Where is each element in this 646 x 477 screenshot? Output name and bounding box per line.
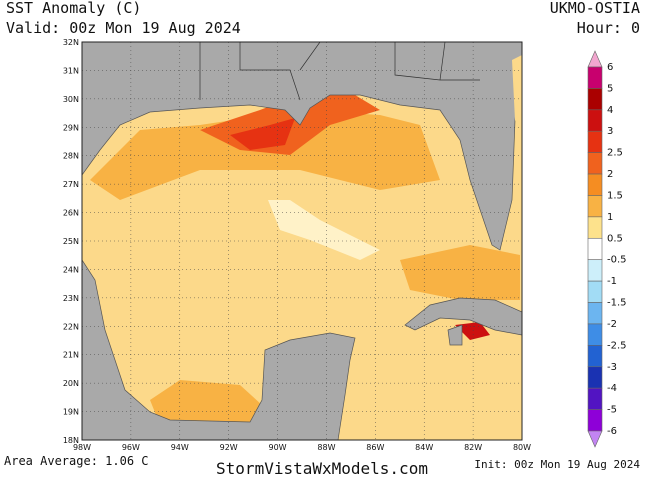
colorbar-label: 0.5 [607,233,623,244]
colorbar-label: 1.5 [607,190,623,201]
land-cuba [404,297,522,336]
lon-label: 80W [513,443,531,452]
valid-time: Valid: 00z Mon 19 Aug 2024 [6,19,241,37]
lon-label: 90W [269,443,287,452]
lon-label: 96W [122,443,140,452]
colorbar-label: -5 [607,405,617,416]
land-north-america [82,42,522,251]
lon-label: 98W [73,443,91,452]
lat-label: 27N [63,180,79,189]
map-frame [81,41,523,441]
lat-label: 26N [63,209,79,218]
lon-label: 84W [415,443,433,452]
lat-label: 31N [63,66,79,75]
lon-label: 94W [171,443,189,452]
colorbar-swatch [587,152,603,175]
colorbar: 6 5 4 3 2.5 2 1.5 1 0.5 -0.5 -1 -1.5 -2 -2.5 -3 -4 -5 -6 [587,50,627,448]
model-name: UKMO-OSTIA [550,0,640,17]
area-average: Area Average: 1.06 C [4,454,149,468]
lat-label: 19N [63,408,79,417]
colorbar-swatch [587,387,603,410]
lat-label: 21N [63,351,79,360]
colorbar-swatch [587,88,603,111]
warm-area [90,110,440,200]
hot-spot [455,322,490,340]
warm-area [150,380,262,425]
lon-label: 88W [317,443,335,452]
colorbar-swatch [587,323,603,346]
colorbar-swatch [587,409,603,432]
lat-label: 25N [63,237,79,246]
lat-label: 18N [63,436,79,445]
colorbar-label: -1 [607,276,617,287]
lon-label: 86W [366,443,384,452]
atlantic-sea [512,55,522,140]
land-isla-juventud [447,324,463,346]
lat-label: 32N [63,38,79,47]
colorbar-swatch [587,366,603,389]
colorbar-arrow-top [587,50,603,68]
colorbar-swatch [587,109,603,132]
colorbar-arrow-bottom [587,430,603,448]
title: SST Anomaly (C) [6,0,141,17]
state-borders [199,42,480,101]
colorbar-label: 2.5 [607,148,623,159]
lat-label: 22N [63,322,79,331]
colorbar-label: 2 [607,169,613,180]
graticule [82,42,522,440]
hot-core [230,118,295,150]
colorbar-label: -6 [607,426,617,437]
lat-label: 29N [63,123,79,132]
lon-label: 92W [220,443,238,452]
colorbar-label: 3 [607,126,613,137]
colorbar-label: -0.5 [607,255,627,266]
colorbar-label: 1 [607,212,613,223]
colorbar-label: 5 [607,83,613,94]
colorbar-swatch [587,280,603,303]
colorbar-swatch [587,216,603,239]
site-name: StormVistaWxModels.com [216,459,428,477]
colorbar-label: -2 [607,319,617,330]
lat-label: 23N [63,294,79,303]
colorbar-label: -1.5 [607,298,627,309]
colorbar-swatch [587,66,603,89]
colorbar-swatch [587,345,603,368]
colorbar-swatch [587,130,603,153]
forecast-hour: Hour: 0 [577,19,640,37]
colorbar-swatch [587,259,603,282]
lat-label: 28N [63,152,79,161]
colorbar-label: -2.5 [607,340,627,351]
lat-label: 30N [63,95,79,104]
colorbar-label: 6 [607,62,613,73]
colorbar-swatch [587,173,603,196]
colorbar-swatch [587,302,603,325]
lon-label: 82W [464,443,482,452]
cool-area [268,200,380,260]
colorbar-swatch [587,195,603,218]
colorbar-label: -4 [607,383,617,394]
colorbar-swatch [587,237,603,261]
lat-label: 20N [63,379,79,388]
init-time: Init: 00z Mon 19 Aug 2024 [474,458,640,471]
warm-area [400,245,520,300]
land-mexico [82,259,356,440]
colorbar-label: 4 [607,105,613,116]
axis-labels: 18N 19N 20N 21N 22N 23N 24N 25N 26N 27N 28N 29N 30N 3… [63,38,531,452]
map-field [82,42,522,440]
lat-label: 24N [63,265,79,274]
colorbar-label: -3 [607,362,617,373]
